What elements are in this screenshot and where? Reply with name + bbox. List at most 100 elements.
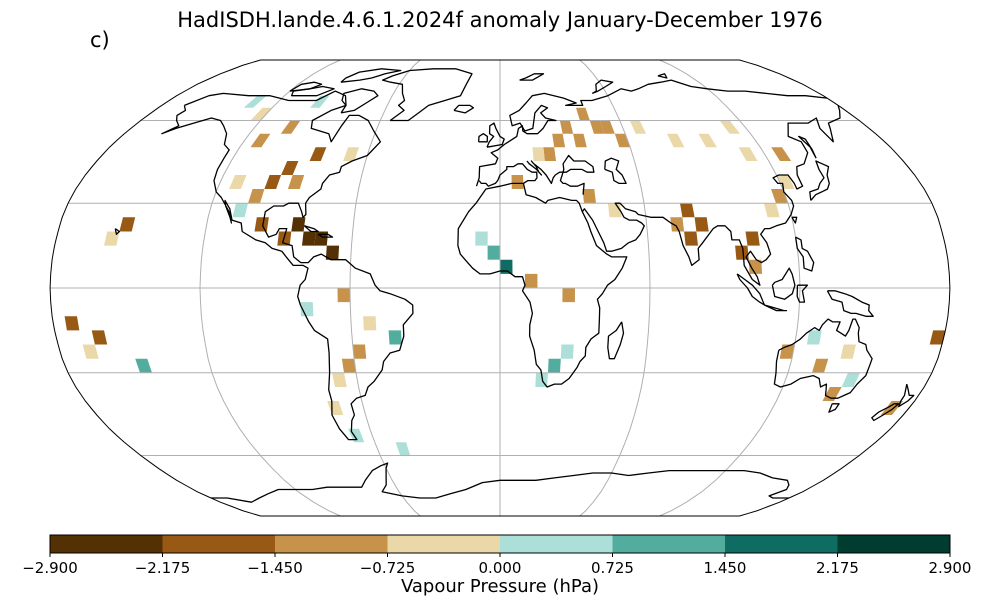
longitude-gridline [579,59,651,517]
anomaly-cell [511,175,524,189]
anomaly-cell [248,189,265,204]
anomaly-cell [812,358,829,373]
colorbar-bin [837,535,950,553]
colorbar-tick-label: 0.000 [479,559,522,577]
coastline [381,68,473,122]
longitude-gridline [349,59,421,517]
anomaly-cell [582,189,596,204]
coastline [771,267,796,300]
anomaly-cell [229,175,247,189]
coastline [340,88,379,114]
coastline [798,135,817,159]
anomaly-cell [337,288,351,303]
colorbar-ticks: −2.900 −2.175 −1.450 −0.725 0.000 0.725 1.450 2… [22,553,971,577]
anomaly-cell [748,259,763,274]
coastline [453,104,475,114]
anomaly-cell [302,231,316,246]
anomaly-cell [91,330,108,345]
coastline [736,273,766,306]
anomaly-cell [573,133,587,148]
colorbar-tick-label: 2.175 [816,559,859,577]
anomaly-cell [119,217,136,232]
colorbar-tick-label: 1.450 [704,559,747,577]
anomaly-cell [764,203,780,218]
anomaly-cell [776,175,795,189]
anomaly-cell [243,95,267,108]
anomaly-cell [698,133,717,148]
longitude-gridline [659,59,801,517]
anomaly-cell [525,273,538,288]
anomaly-cell [363,316,377,331]
anomaly-cell [670,217,685,232]
anomaly-cell [560,344,574,359]
anomaly-cell [280,120,301,134]
anomaly-cell [500,259,513,274]
colorbar-tick-label: −0.725 [360,559,416,577]
anomaly-cell [135,358,152,373]
colorbar-tick-label: 0.725 [591,559,634,577]
coastline [809,160,830,201]
coastline [519,73,545,81]
anomaly-cell [684,231,698,246]
anomaly-cell [309,147,327,161]
anomaly-cell [327,401,344,415]
colorbar-bin [387,535,500,553]
colorbar-label: Vapour Pressure (hPa) [400,576,600,597]
anomaly-cell [64,316,80,331]
anomaly-cell [264,175,282,189]
coastline [457,105,841,388]
anomaly-cell [250,133,271,148]
anomaly-cell [841,372,860,387]
anomaly-cell [82,344,99,359]
colorbar-bin [50,535,163,553]
colorbar-bin [725,535,838,553]
coastline [898,383,915,408]
anomaly-cell [822,387,842,401]
anomaly-cell [332,372,347,387]
coastline [475,79,828,187]
anomaly-cell [314,231,329,246]
anomaly-cell [589,120,605,134]
panel-label: c) [90,28,110,52]
anomaly-cell [341,358,356,373]
coastline [773,318,873,399]
coastline [526,154,595,195]
anomaly-cell [548,358,561,373]
map-boundary [49,59,951,517]
anomaly-cell [475,231,488,246]
coastline [764,304,788,312]
coastlines [114,68,915,503]
anomaly-cell [738,147,758,161]
coastline [607,321,625,360]
anomaly-cell [562,288,575,303]
anomaly-cell [771,147,792,161]
anomaly-cell [104,231,120,246]
coastline [317,233,334,238]
anomaly-cells-layer [64,95,946,456]
coastline [114,228,121,235]
anomaly-cell [559,120,574,134]
anomaly-cell [532,147,545,161]
colorbar-bins [50,535,950,553]
anomaly-cell [487,245,500,260]
map-title: HadISDH.lande.4.6.1.2024f anomaly Januar… [177,8,823,32]
anomaly-cell [395,442,411,456]
colorbar-tick-label: 2.900 [929,559,972,577]
anomaly-cell [291,217,306,232]
colorbar-tick-label: −2.175 [135,559,191,577]
anomaly-cell [348,428,365,443]
anomaly-cell [576,107,590,121]
anomaly-cell [325,245,340,260]
colorbar-tick-label: −2.900 [22,559,78,577]
colorbar: −2.900 −2.175 −1.450 −0.725 0.000 0.725 1.450 2… [22,534,971,577]
anomaly-cell [232,203,248,218]
anomaly-cell [719,120,740,134]
coastline [657,73,668,79]
coastline [604,157,627,185]
anomaly-cell [343,147,359,161]
anomaly-cell [806,330,822,345]
coastline [477,133,489,143]
coastline [340,68,402,83]
anomaly-cell [680,203,695,218]
